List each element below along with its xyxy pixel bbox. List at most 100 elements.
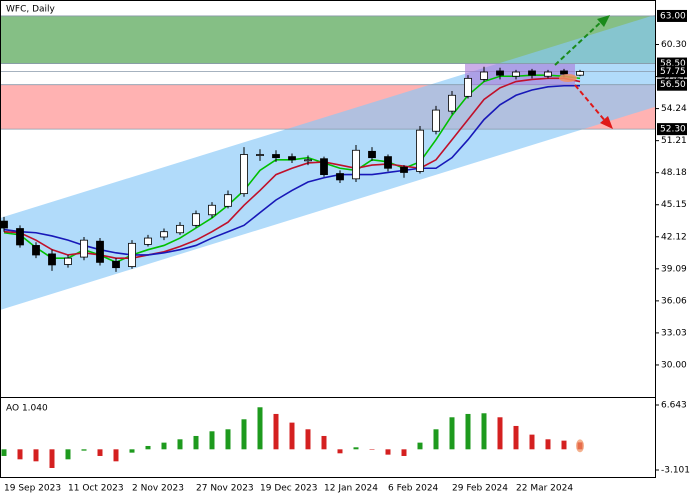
ao-bar <box>433 429 439 450</box>
level-tag <box>657 65 687 78</box>
axis-layer: 30.00 33.03 36.06 39.09 42.12 45.15 48.18 51.21… <box>4 9 690 494</box>
candle-body <box>352 149 360 180</box>
candle-body <box>496 70 504 76</box>
candle-body <box>144 237 152 245</box>
level-tag <box>657 9 687 22</box>
ao-bar <box>97 449 103 456</box>
y-tick-label: 6.643 <box>661 400 687 410</box>
level-label: 63.00 <box>660 11 686 21</box>
consolidation-box <box>465 64 575 85</box>
y-tick-label: 39.09 <box>661 264 687 274</box>
level-label: 57.75 <box>660 67 686 77</box>
candle-body <box>272 154 280 159</box>
y-tick-label: 51.21 <box>661 136 687 146</box>
candle-body <box>0 220 8 229</box>
candle-body <box>544 71 552 77</box>
x-tick-label: 27 Nov 2023 <box>196 484 254 494</box>
candle-body <box>384 156 392 169</box>
level-label: 58.50 <box>660 59 686 69</box>
ao-bar <box>385 449 391 455</box>
y-tick-label: 45.15 <box>661 200 687 210</box>
candle-body <box>256 154 264 156</box>
ao-bar <box>561 440 567 450</box>
level-tag <box>657 78 687 91</box>
ao-bar <box>321 435 327 450</box>
x-tick-label: 6 Feb 2024 <box>388 484 439 494</box>
x-tick-label: 19 Sep 2023 <box>4 484 61 494</box>
candle-body <box>80 239 88 258</box>
y-tick-label: 36.06 <box>661 296 687 306</box>
candle-body <box>336 173 344 181</box>
x-tick-label: 12 Jan 2024 <box>324 484 378 494</box>
x-tick-label: 2 Nov 2023 <box>132 484 184 494</box>
level-tag <box>657 123 687 136</box>
chart-title: WFC, Daily <box>6 5 56 15</box>
highlight <box>576 439 584 453</box>
candle-body <box>32 245 40 256</box>
candle-body <box>176 224 184 234</box>
candle-body <box>464 77 472 97</box>
ao-bar <box>49 449 55 468</box>
ao-bar <box>1 449 7 456</box>
candle-body <box>192 213 200 226</box>
ao-bar <box>305 429 311 450</box>
ao-bar <box>529 434 535 450</box>
candle-body <box>448 94 456 112</box>
candle-body <box>512 71 520 77</box>
ao-bar <box>193 435 199 450</box>
candle-body <box>128 242 136 268</box>
ao-bar <box>225 429 231 450</box>
level-label: 56.50 <box>660 80 686 90</box>
ao-layer <box>1 407 584 468</box>
x-tick-label: 29 Feb 2024 <box>452 484 508 494</box>
ao-bar <box>369 449 375 450</box>
candle-body <box>480 71 488 80</box>
x-tick-label: 19 Dec 2023 <box>260 484 318 494</box>
ao-bar <box>17 449 23 460</box>
candle-body <box>368 150 376 159</box>
ao-bar <box>257 407 263 450</box>
up-arrow-head <box>597 15 610 27</box>
ao-bar <box>353 447 359 450</box>
ao-bar <box>481 413 487 450</box>
ao-bar <box>289 422 295 450</box>
ao-bar <box>209 431 215 450</box>
candle-body <box>48 253 56 266</box>
up-arrow <box>554 20 603 66</box>
candle-body <box>320 158 328 175</box>
x-tick-label: 22 Mar 2024 <box>516 484 573 494</box>
ao-bar <box>241 419 247 450</box>
ao-bar <box>273 413 279 450</box>
candle-layer <box>0 66 584 272</box>
candle-body <box>304 159 312 162</box>
candle-body <box>240 154 248 195</box>
ao-bar <box>449 417 455 450</box>
ao-bar <box>145 445 151 450</box>
candle-body <box>416 129 424 172</box>
y-tick-label: 48.18 <box>661 168 687 178</box>
ao-bar <box>113 449 119 462</box>
candle-body <box>112 260 120 269</box>
candle-body <box>432 109 440 132</box>
candle-body <box>160 231 168 238</box>
ao-bar <box>497 417 503 450</box>
y-tick-label: 30.00 <box>661 360 687 370</box>
candle-body <box>528 70 536 76</box>
candle-body <box>96 240 104 263</box>
y-tick-label: 42.12 <box>661 232 687 242</box>
candle-body <box>16 228 24 246</box>
ao-bar <box>545 439 551 450</box>
ao-bar <box>65 449 71 460</box>
y-tick-label: 33.03 <box>661 328 687 338</box>
ao-bar <box>401 449 407 456</box>
candle-body <box>560 70 568 75</box>
ao-bar <box>465 413 471 450</box>
ao-bar <box>417 442 423 450</box>
x-tick-label: 11 Oct 2023 <box>68 484 124 494</box>
highlight <box>559 74 577 82</box>
ao-bar <box>33 449 39 462</box>
ao-bar <box>177 439 183 450</box>
ao-bar <box>129 449 135 453</box>
candle-body <box>288 156 296 161</box>
